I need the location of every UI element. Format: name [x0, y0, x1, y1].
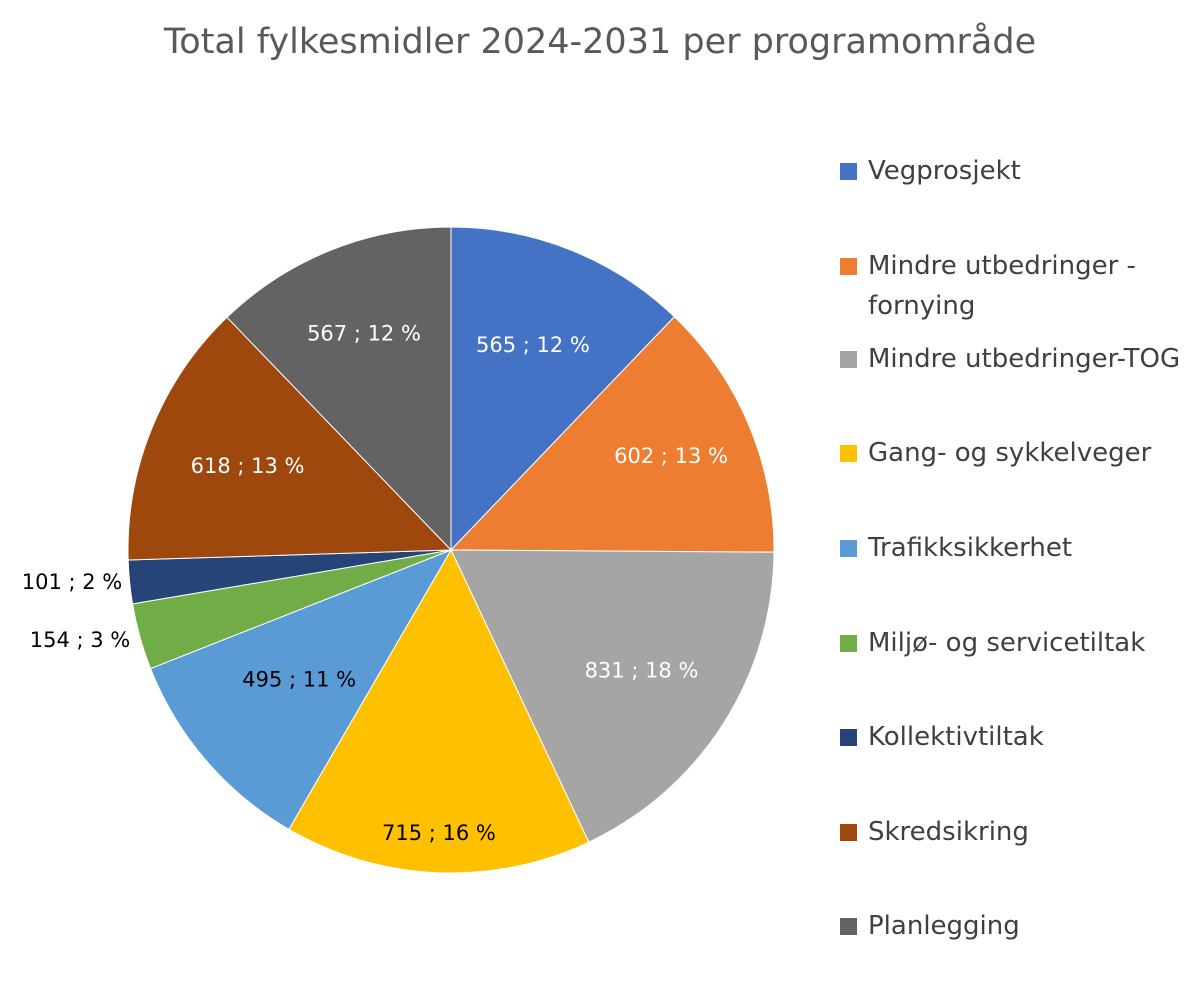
legend-label: Mindre utbedringer-TOG: [868, 344, 1181, 374]
legend-label: Kollektivtiltak: [868, 722, 1044, 752]
pie-slice-0[interactable]: [450, 226, 676, 552]
legend-item-vegprosjekt[interactable]: Vegprosjekt: [840, 156, 1188, 191]
legend-item-mindre-utbedringer-tog[interactable]: Mindre utbedringer-TOG: [840, 344, 1188, 379]
legend-swatch: [840, 729, 857, 746]
data-label-8: 567 ; 12 %: [307, 321, 421, 345]
data-label-4: 495 ; 11 %: [242, 668, 356, 692]
legend-swatch: [840, 824, 857, 841]
pie-chart: 565 ; 12 % 602 ; 13 % 831 ; 18 % 715 ; 16 %…: [22, 226, 775, 874]
legend-item-gang-og-sykkelveger[interactable]: Gang- og sykkelveger: [840, 438, 1188, 473]
legend-label: Mindre utbedringer - fornying: [868, 251, 1136, 321]
legend-swatch: [840, 635, 857, 652]
data-label-6: 101 ; 2 %: [22, 570, 123, 594]
legend-item-skredsikring[interactable]: Skredsikring: [840, 817, 1188, 852]
pie-slice-1[interactable]: [449, 316, 775, 553]
pie-slice-7[interactable]: [127, 316, 453, 561]
data-label-7: 618 ; 13 %: [191, 454, 305, 478]
legend-label: Miljø- og servicetiltak: [868, 628, 1146, 658]
legend-swatch: [840, 258, 857, 275]
data-label-5: 154 ; 3 %: [30, 628, 131, 652]
data-label-3: 715 ; 16 %: [382, 821, 496, 845]
legend: Vegprosjekt Mindre utbedringer - fornyin…: [840, 0, 1200, 989]
legend-label: Trafikksikkerhet: [868, 533, 1073, 563]
data-label-2: 831 ; 18 %: [585, 659, 699, 683]
legend-label: Planlegging: [868, 911, 1020, 941]
pie-slice-4[interactable]: [149, 549, 453, 831]
legend-label: Gang- og sykkelveger: [868, 438, 1152, 468]
legend-swatch: [840, 445, 857, 462]
legend-item-trafikksikkerhet[interactable]: Trafikksikkerhet: [840, 533, 1188, 568]
legend-item-miljo-og-servicetiltak[interactable]: Miljø- og servicetiltak: [840, 628, 1188, 663]
legend-item-kollektivtiltak[interactable]: Kollektivtiltak: [840, 722, 1188, 757]
legend-swatch: [840, 163, 857, 180]
pie-slice-3[interactable]: [288, 548, 590, 874]
legend-label: Vegprosjekt: [868, 156, 1021, 186]
legend-item-mindre-utbedringer-fornying[interactable]: Mindre utbedringer - fornying: [840, 251, 1188, 326]
legend-label: Skredsikring: [868, 817, 1029, 847]
legend-item-planlegging[interactable]: Planlegging: [840, 911, 1188, 946]
legend-swatch: [840, 540, 857, 557]
pie-slice-8[interactable]: [226, 226, 452, 552]
legend-swatch: [840, 918, 857, 935]
data-label-1: 602 ; 13 %: [614, 444, 728, 468]
legend-swatch: [840, 351, 857, 368]
pie-slice-2[interactable]: [450, 549, 775, 843]
chart-title: Total fylkesmidler 2024-2031 per program…: [163, 22, 1037, 62]
data-label-0: 565 ; 12 %: [476, 333, 590, 357]
